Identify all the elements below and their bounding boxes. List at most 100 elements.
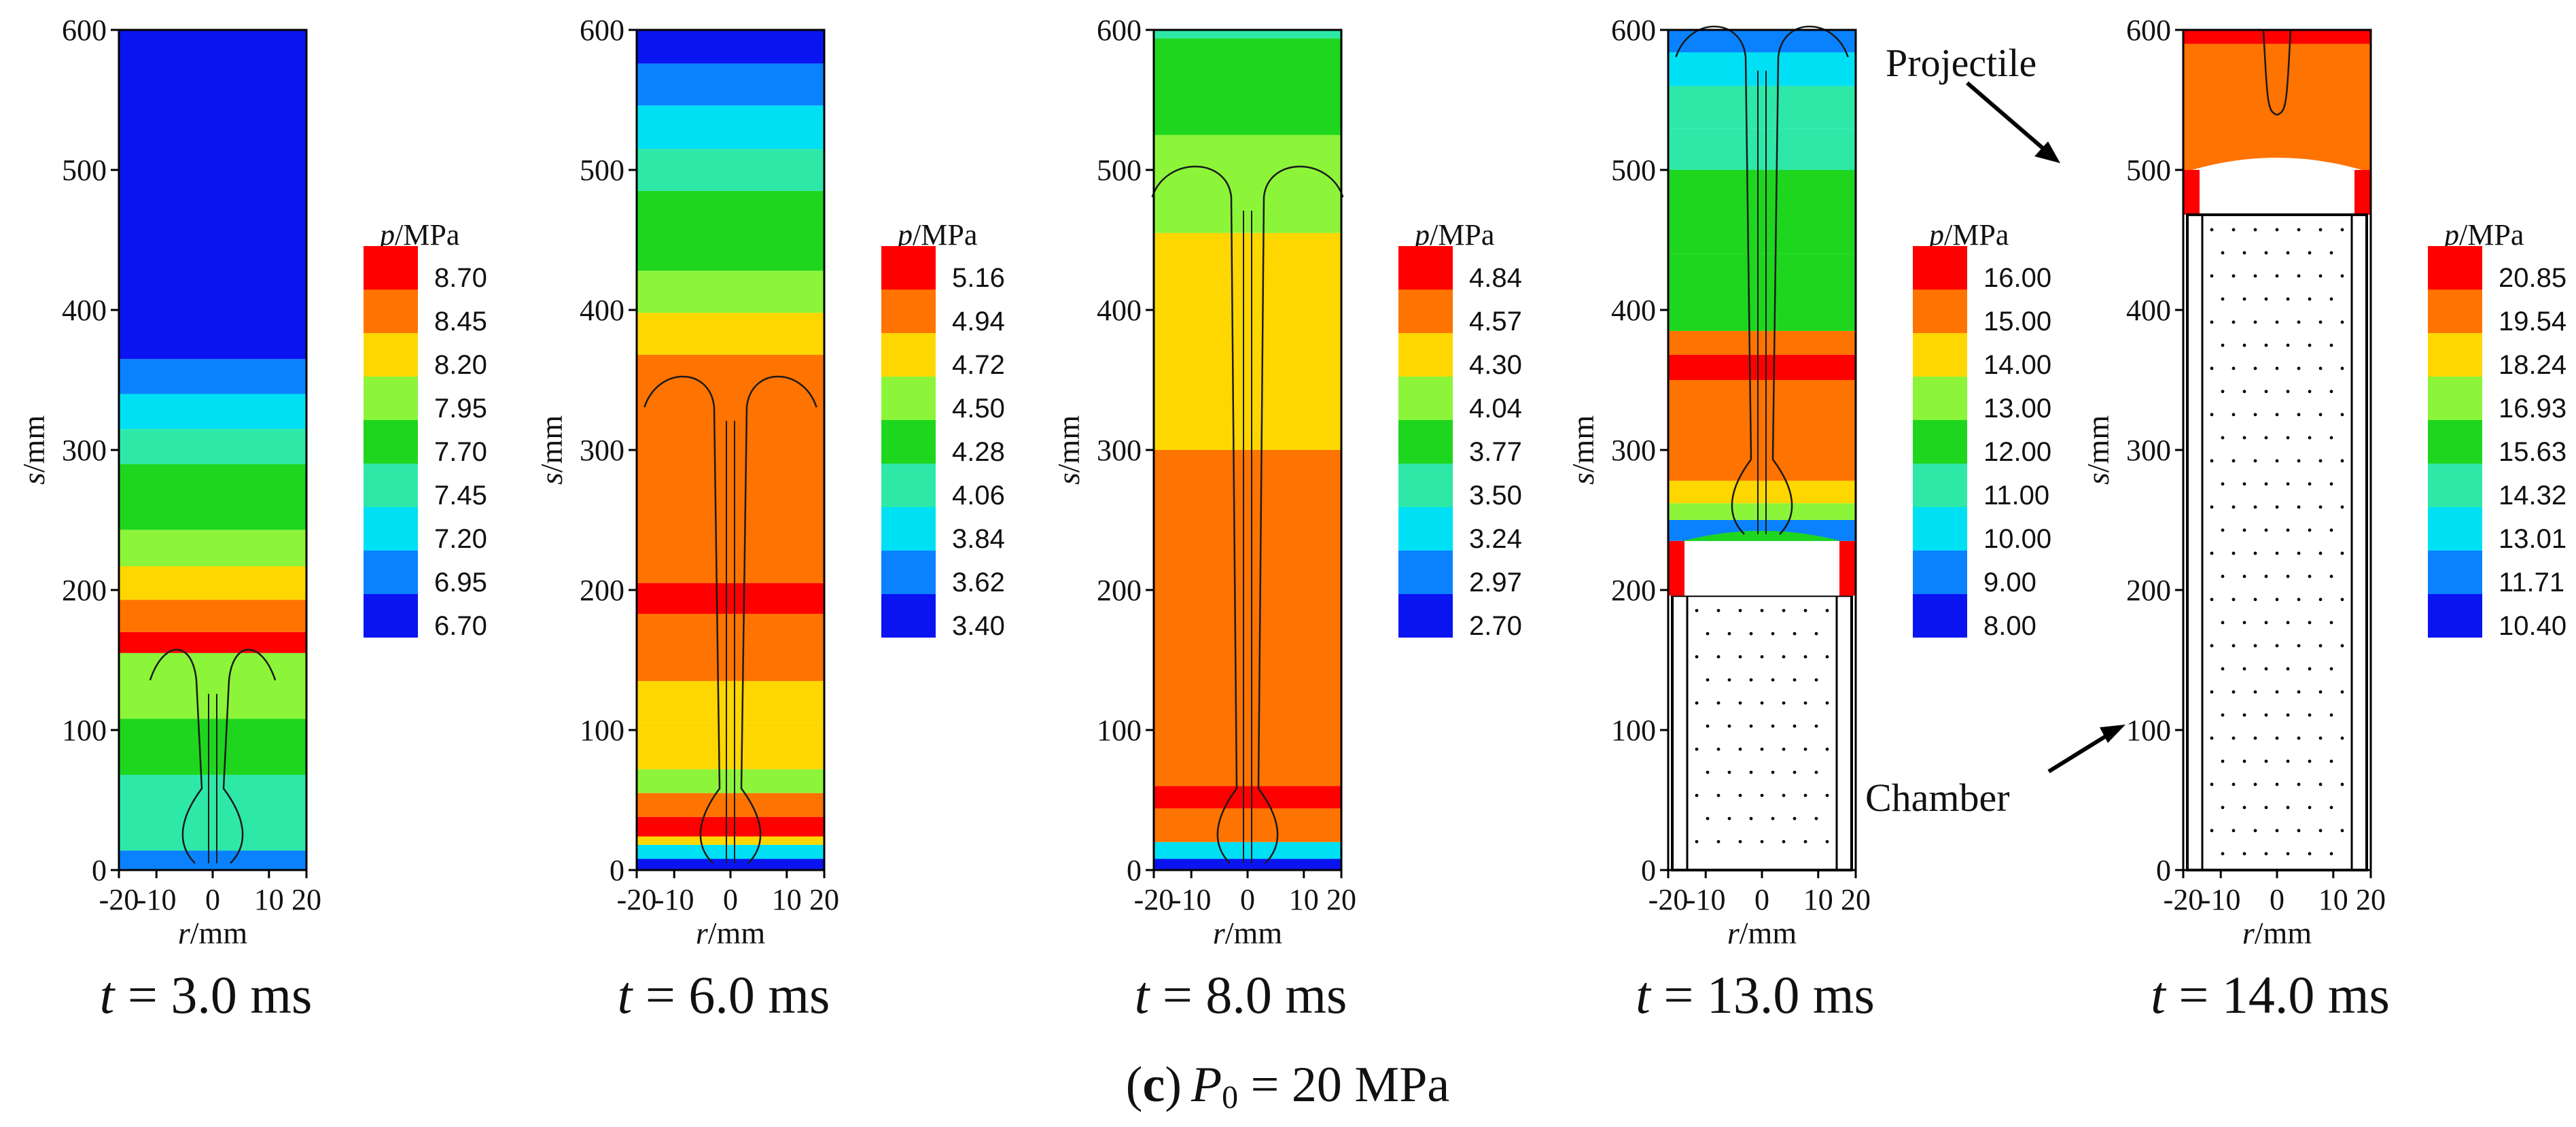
contour-line: [1771, 25, 1849, 535]
legend-level-label: 5.16: [952, 263, 1005, 293]
legend-level-label: 2.97: [1469, 568, 1522, 597]
propellant-grains: [1695, 608, 1829, 844]
legend-swatch: [1398, 551, 1453, 594]
legend-level-label: 7.70: [434, 437, 487, 467]
x-tick-label: 0: [723, 883, 738, 916]
legend-level-label: 3.40: [952, 611, 1005, 641]
legend-swatch: [1913, 246, 1967, 290]
pressure-band: [637, 844, 824, 859]
x-tick-label: 10: [2318, 883, 2348, 916]
pressure-band: [1154, 232, 1341, 450]
pressure-band: [1668, 170, 1856, 254]
colorbar-legend: p/MPa 4.84 4.57 4.30 4.04 3.77 3.50 3.24 2.97 2.7…: [1398, 218, 1522, 641]
legend-level-label: 10.40: [2499, 611, 2566, 641]
panel-4: 0 100 200 300 400 500 600 -20-10 0 10 20 r/mm s/mm p/…: [1566, 14, 2051, 1024]
legend-level-label: 15.00: [1983, 307, 2051, 336]
x-axis-label: r/mm: [696, 916, 765, 950]
legend-swatch: [881, 290, 936, 333]
y-tick-label: 600: [580, 14, 624, 47]
y-tick-label: 100: [1097, 714, 1142, 747]
pressure-band: [637, 769, 824, 793]
pressure-band: [637, 63, 824, 106]
x-tick-label: -20: [2164, 883, 2204, 916]
pressure-band: [1154, 450, 1341, 786]
projectile-arrowhead: [2034, 141, 2060, 163]
y-tick-label: 100: [2126, 714, 2171, 747]
projectile-base-curve: [1668, 530, 1856, 545]
panel-2: 0 100 200 300 400 500 600 -20-10 0 10 20 r/mm s/mm p/…: [534, 14, 1005, 1024]
pressure-band: [1154, 786, 1341, 809]
legend-swatch: [881, 464, 936, 507]
y-tick-label: 200: [1611, 574, 1656, 607]
legend-level-label: 8.20: [434, 350, 487, 380]
pressure-band: [1154, 842, 1341, 859]
projectile-side-left: [1668, 540, 1684, 596]
legend-level-label: 4.06: [952, 481, 1005, 510]
legend-swatch: [881, 594, 936, 638]
contour-line: [740, 375, 817, 864]
pressure-band: [637, 30, 824, 64]
pressure-band: [637, 271, 824, 313]
legend-swatch: [2428, 594, 2482, 638]
pressure-band: [637, 859, 824, 870]
x-tick-label: -10: [654, 883, 694, 916]
x-tick-label: -20: [617, 883, 657, 916]
pressure-band: [1668, 30, 1856, 52]
projectile-side-right: [1839, 540, 1856, 596]
pressure-band: [119, 774, 306, 851]
legend-level-label: 19.54: [2499, 307, 2566, 336]
legend-swatch: [2428, 333, 2482, 377]
pressure-band: [119, 653, 306, 719]
x-tick-label: 20: [1326, 883, 1356, 916]
legend-level-label: 8.70: [434, 263, 487, 293]
legend-level-label: 18.24: [2499, 350, 2566, 380]
contour-line: [2262, 29, 2292, 116]
legend-level-label: 3.77: [1469, 437, 1522, 467]
caption-close: ): [1165, 1057, 1182, 1113]
legend-swatch: [881, 246, 936, 290]
pressure-band: [119, 394, 306, 430]
pressure-band: [119, 30, 306, 360]
y-tick-label: 400: [1611, 294, 1656, 327]
figure-caption: (c) P0 = 20 MPa: [1126, 1057, 1449, 1115]
legend-level-label: 8.00: [1983, 611, 2036, 641]
x-tick-label: -10: [1171, 883, 1212, 916]
x-tick-label: -10: [1686, 883, 1726, 916]
y-tick-label: 200: [1097, 574, 1142, 607]
y-axis-label: s/mm: [1051, 415, 1086, 485]
pressure-band: [1668, 52, 1856, 86]
contour-line: [149, 648, 203, 864]
projectile-base-gap: [1668, 540, 1856, 596]
pressure-band: [637, 149, 824, 191]
legend-swatch: [1398, 290, 1453, 333]
legend-level-label: 13.00: [1983, 394, 2051, 423]
legend-swatch: [1913, 464, 1967, 507]
projectile-arrow-line: [1966, 81, 2052, 157]
pressure-band: [1154, 135, 1341, 233]
x-tick-label: 0: [1240, 883, 1255, 916]
legend-swatch: [1398, 246, 1453, 290]
legend-swatch: [1913, 594, 1967, 638]
x-axis-label: r/mm: [1213, 916, 1282, 950]
legend-level-label: 16.93: [2499, 394, 2566, 423]
legend-level-label: 4.30: [1469, 350, 1522, 380]
legend-level-label: 8.45: [434, 307, 487, 336]
y-tick-label: 400: [2126, 294, 2171, 327]
legend-swatch: [881, 507, 936, 551]
annotation-projectile: Projectile: [1886, 41, 2036, 85]
projectile-side-left: [2183, 170, 2200, 215]
contour-line: [1675, 25, 1752, 535]
chamber-arrow-line: [2047, 729, 2116, 774]
pressure-band: [119, 530, 306, 566]
pressure-band: [119, 850, 306, 870]
caption-var: P: [1190, 1057, 1222, 1113]
legend-level-label: 4.57: [1469, 307, 1522, 336]
pressure-band: [119, 718, 306, 775]
legend-title: p/MPa: [378, 218, 459, 252]
contour-line: [1257, 165, 1344, 864]
pressure-band: [637, 190, 824, 271]
colorbar-legend: p/MPa 8.70 8.45 8.20 7.95 7.70 7.45 7.20 6.95 6.7…: [364, 218, 487, 641]
y-tick-label: 300: [62, 434, 107, 467]
x-tick-label: -20: [99, 883, 139, 916]
pressure-band: [1668, 330, 1856, 355]
